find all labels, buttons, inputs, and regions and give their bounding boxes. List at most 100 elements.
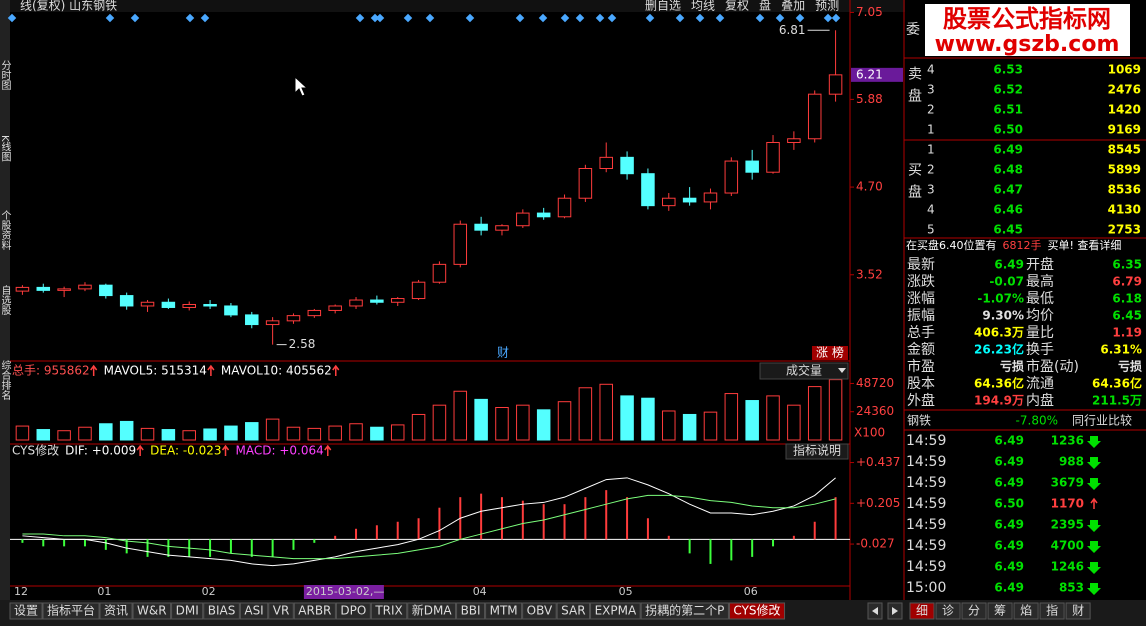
tab-bg[interactable] bbox=[335, 602, 371, 620]
volume-bar bbox=[224, 425, 238, 441]
tab-bg[interactable] bbox=[728, 602, 786, 620]
trade-volume: 988 bbox=[1059, 455, 1084, 469]
tab[interactable]: DMI bbox=[176, 604, 199, 618]
tab-bg[interactable] bbox=[407, 602, 457, 620]
tab[interactable]: SAR bbox=[561, 604, 585, 618]
candle-body bbox=[641, 173, 655, 207]
panel-button-bg[interactable] bbox=[759, 362, 849, 380]
side-tab[interactable]: 诊 bbox=[942, 604, 954, 618]
indicator-readout: MAVOL5: 515314 bbox=[104, 364, 207, 378]
tab[interactable]: OBV bbox=[527, 604, 553, 618]
tab[interactable]: 新DMA bbox=[412, 603, 453, 618]
tab-bg[interactable] bbox=[556, 602, 591, 620]
toolbar-button[interactable]: 删自选 bbox=[645, 0, 681, 13]
tab-bg[interactable] bbox=[171, 602, 204, 620]
sidebar-tab[interactable]: 个股资料 bbox=[0, 210, 11, 251]
stat-value: 6.79 bbox=[1112, 275, 1142, 289]
toolbar-button[interactable]: 盘 bbox=[759, 0, 771, 13]
tab[interactable]: 指标平台 bbox=[47, 603, 95, 618]
trade-time: 14:59 bbox=[906, 559, 946, 575]
low-annotation: 2.58 bbox=[289, 337, 316, 351]
side-tab-bg[interactable] bbox=[1013, 602, 1039, 620]
side-tab[interactable]: 指 bbox=[1046, 603, 1058, 618]
tab-bg[interactable] bbox=[239, 602, 269, 620]
tab-bg[interactable] bbox=[590, 602, 641, 620]
tab-bg[interactable] bbox=[132, 602, 172, 620]
tab-bg[interactable] bbox=[99, 602, 133, 620]
stat-value: 6.49 bbox=[994, 258, 1024, 272]
arrow-icon bbox=[1087, 520, 1101, 532]
arrow-icon bbox=[207, 364, 215, 376]
stat-value: 1.19 bbox=[1112, 326, 1142, 340]
side-tab[interactable]: 焰 bbox=[1020, 603, 1032, 618]
tab-bg[interactable] bbox=[456, 602, 486, 620]
side-tab[interactable]: 筹 bbox=[994, 604, 1006, 618]
tab[interactable]: ARBR bbox=[298, 604, 331, 618]
side-tab-bg[interactable] bbox=[909, 602, 935, 620]
tab[interactable]: ASI bbox=[244, 604, 263, 618]
tab-bg[interactable] bbox=[640, 602, 729, 620]
tab-bg[interactable] bbox=[42, 602, 100, 620]
tab[interactable]: BBI bbox=[461, 604, 481, 618]
tab[interactable]: BIAS bbox=[208, 604, 236, 618]
stat-value: -1.07% bbox=[977, 292, 1024, 306]
event-marker[interactable]: 涨 榜 bbox=[816, 345, 844, 360]
side-tab[interactable]: 财 bbox=[1072, 604, 1084, 618]
volume-bar bbox=[474, 398, 488, 441]
tab[interactable]: 拐耦的第二个P bbox=[645, 603, 724, 618]
y-tick-label: 4.70 bbox=[856, 180, 883, 194]
trade-time: 15:00 bbox=[906, 580, 946, 596]
tab-bg[interactable] bbox=[293, 602, 336, 620]
side-tab-bg[interactable] bbox=[1065, 602, 1091, 620]
tab-bg[interactable] bbox=[203, 602, 240, 620]
tab[interactable]: TRIX bbox=[374, 604, 402, 618]
tab[interactable]: 设置 bbox=[14, 604, 38, 618]
volume-bar bbox=[119, 420, 134, 441]
sidebar-tab[interactable]: 分时图 bbox=[0, 60, 11, 91]
event-marker[interactable]: 财 bbox=[497, 346, 509, 360]
industry-button[interactable]: 同行业比较 bbox=[1072, 413, 1132, 428]
side-tab-bg[interactable] bbox=[987, 602, 1013, 620]
tab-bg[interactable] bbox=[485, 602, 523, 620]
sidebar-tab[interactable]: 综合排名 bbox=[0, 359, 11, 401]
volume-bar bbox=[724, 393, 739, 441]
tab[interactable]: W&R bbox=[137, 604, 167, 618]
tab-bg[interactable] bbox=[370, 602, 408, 620]
side-tab[interactable]: 分 bbox=[968, 604, 980, 618]
side-tab-bg[interactable] bbox=[935, 602, 961, 620]
candle-body bbox=[119, 295, 134, 307]
tab-bg[interactable] bbox=[268, 602, 294, 620]
panel-button[interactable]: 指标说明 bbox=[793, 443, 841, 458]
tab[interactable]: 资讯 bbox=[104, 604, 128, 618]
trade-volume: 1236 bbox=[1051, 434, 1084, 448]
tab-bg[interactable] bbox=[9, 602, 43, 620]
sidebar-tab[interactable]: 自选股 bbox=[0, 284, 11, 316]
indicator-line bbox=[22, 477, 836, 567]
tab[interactable]: VR bbox=[273, 604, 290, 618]
tab[interactable]: EXPMA bbox=[595, 604, 637, 618]
stat-value: 6.31% bbox=[1100, 343, 1142, 357]
candle-body bbox=[516, 212, 530, 227]
volume-bar bbox=[432, 404, 447, 441]
tab-bg[interactable] bbox=[522, 602, 557, 620]
tab[interactable]: DPO bbox=[340, 604, 366, 618]
toolbar-button[interactable]: 预测 bbox=[815, 0, 839, 13]
side-tab-bg[interactable] bbox=[961, 602, 987, 620]
book-notice[interactable]: 买单! 查看详细 bbox=[1048, 238, 1122, 252]
toolbar-button[interactable]: 复权 bbox=[725, 0, 749, 13]
side-tab[interactable]: 细 bbox=[916, 604, 928, 618]
side-tab-bg[interactable] bbox=[1039, 602, 1065, 620]
volume-bar bbox=[578, 387, 593, 441]
watermark-bg bbox=[925, 4, 1130, 56]
toolbar-button[interactable]: 叠加 bbox=[781, 0, 805, 13]
tab[interactable]: MTM bbox=[490, 604, 518, 618]
toolbar-button[interactable]: 均线 bbox=[691, 0, 715, 13]
panel-button[interactable]: 成交量 bbox=[786, 363, 822, 378]
panel-button-bg[interactable] bbox=[785, 443, 849, 460]
indicator-title: CYS修改 bbox=[12, 443, 59, 458]
tab[interactable]: CYS修改 bbox=[733, 603, 780, 618]
book-level: 3 bbox=[927, 83, 935, 97]
cursor-label-bg bbox=[303, 585, 384, 599]
sidebar-tab[interactable]: K线图 bbox=[0, 135, 11, 162]
book-volume: 1069 bbox=[1108, 63, 1141, 77]
